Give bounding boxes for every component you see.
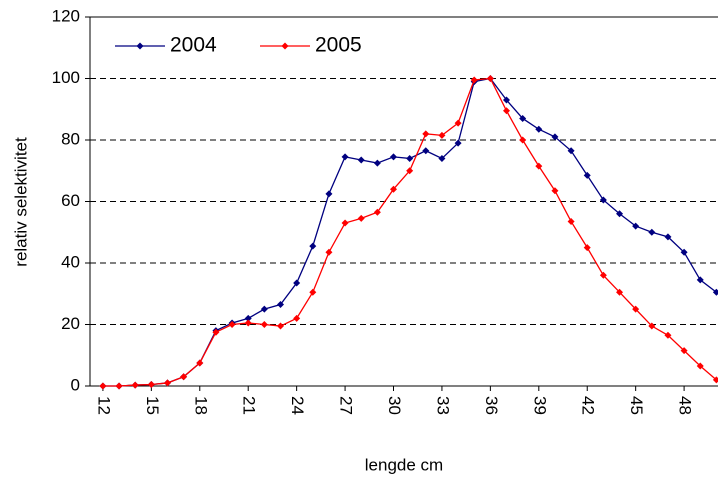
y-tick-label: 100 bbox=[52, 68, 80, 87]
point bbox=[454, 119, 462, 127]
y-tick-label: 80 bbox=[61, 129, 80, 148]
y-tick-label: 40 bbox=[61, 252, 80, 271]
point bbox=[357, 156, 365, 164]
point bbox=[341, 153, 349, 161]
point bbox=[583, 171, 591, 179]
point bbox=[260, 321, 268, 328]
point bbox=[390, 185, 398, 193]
point bbox=[535, 162, 543, 170]
x-tick-label: 27 bbox=[337, 396, 356, 415]
point bbox=[632, 305, 640, 313]
point bbox=[664, 233, 672, 241]
point bbox=[276, 322, 284, 330]
y-tick-label: 60 bbox=[61, 191, 80, 210]
point bbox=[212, 328, 220, 336]
point bbox=[390, 153, 398, 161]
point bbox=[293, 279, 301, 287]
x-tick-label: 12 bbox=[94, 396, 113, 415]
point bbox=[680, 248, 688, 256]
series-line bbox=[102, 77, 717, 387]
x-tick-label: 15 bbox=[143, 396, 162, 415]
point bbox=[632, 222, 640, 230]
point bbox=[131, 381, 139, 389]
x-tick-label: 42 bbox=[579, 396, 598, 415]
x-tick-label: 30 bbox=[385, 396, 404, 415]
point bbox=[180, 373, 188, 381]
point bbox=[373, 159, 381, 167]
point bbox=[454, 139, 462, 147]
point bbox=[406, 167, 414, 175]
point bbox=[325, 190, 333, 198]
point bbox=[373, 208, 381, 216]
x-axis-title: lengde cm bbox=[365, 455, 443, 474]
point bbox=[648, 228, 656, 236]
point bbox=[535, 125, 543, 133]
point bbox=[293, 314, 301, 322]
x-tick-label: 39 bbox=[530, 396, 549, 415]
point bbox=[567, 217, 575, 225]
point bbox=[503, 96, 511, 104]
point bbox=[147, 380, 155, 388]
point bbox=[486, 75, 494, 82]
point bbox=[680, 347, 688, 355]
legend-label: 2004 bbox=[170, 34, 217, 57]
point bbox=[583, 244, 591, 252]
point bbox=[567, 147, 575, 155]
point bbox=[438, 131, 446, 139]
point bbox=[616, 210, 624, 218]
x-tick-label: 24 bbox=[288, 396, 307, 415]
point bbox=[648, 322, 656, 330]
x-tick-label: 21 bbox=[240, 396, 259, 415]
point bbox=[196, 359, 204, 367]
point bbox=[163, 379, 171, 387]
series-line bbox=[102, 77, 717, 387]
point bbox=[519, 136, 527, 144]
point bbox=[599, 271, 607, 279]
x-tick-label: 48 bbox=[676, 396, 695, 415]
point bbox=[519, 114, 527, 122]
point bbox=[115, 382, 123, 390]
legend-marker bbox=[281, 42, 289, 50]
point bbox=[696, 362, 704, 370]
point bbox=[99, 382, 107, 390]
point bbox=[422, 130, 430, 138]
y-tick-label: 120 bbox=[52, 6, 80, 25]
point bbox=[228, 321, 236, 328]
point bbox=[712, 376, 718, 384]
point bbox=[260, 305, 268, 313]
point bbox=[470, 76, 478, 84]
point bbox=[309, 288, 317, 296]
point bbox=[599, 196, 607, 204]
point bbox=[406, 154, 414, 162]
point bbox=[357, 214, 365, 222]
point bbox=[438, 154, 446, 162]
point bbox=[309, 242, 317, 250]
y-tick-label: 0 bbox=[71, 375, 80, 394]
point bbox=[616, 288, 624, 296]
x-tick-label: 45 bbox=[627, 396, 646, 415]
x-tick-label: 36 bbox=[482, 396, 501, 415]
x-tick-label: 33 bbox=[433, 396, 452, 415]
point bbox=[696, 276, 704, 284]
y-axis-title: relativ selektivitet bbox=[11, 137, 30, 267]
point bbox=[503, 107, 511, 115]
point bbox=[341, 219, 349, 227]
point bbox=[276, 301, 284, 309]
legend-label: 2005 bbox=[315, 34, 362, 57]
legend-marker bbox=[136, 42, 144, 50]
point bbox=[551, 187, 559, 195]
point bbox=[712, 288, 718, 296]
point bbox=[664, 331, 672, 339]
y-tick-label: 20 bbox=[61, 314, 80, 333]
x-tick-label: 18 bbox=[191, 396, 210, 415]
point bbox=[244, 314, 252, 322]
point bbox=[551, 133, 559, 141]
point bbox=[422, 147, 430, 155]
point bbox=[325, 248, 333, 256]
point bbox=[244, 319, 252, 327]
